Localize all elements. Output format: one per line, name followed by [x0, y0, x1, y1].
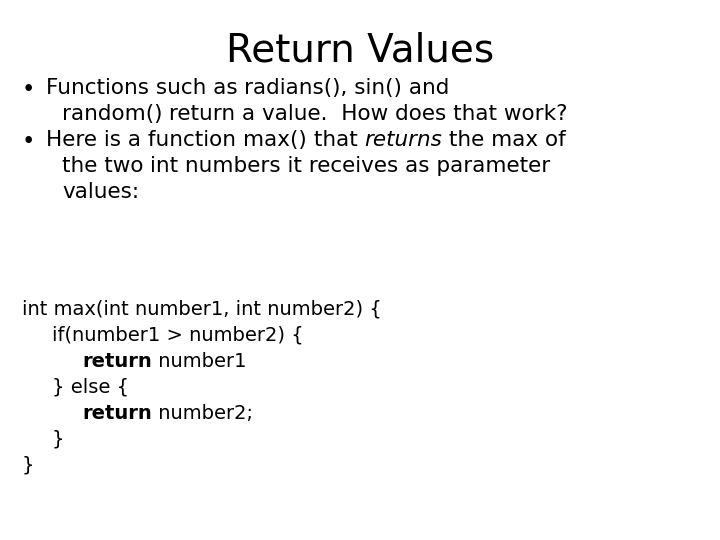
Text: return: return: [82, 404, 152, 423]
Text: returns: returns: [364, 130, 442, 150]
Text: int max(int number1, int number2) {: int max(int number1, int number2) {: [22, 300, 382, 319]
Text: that: that: [307, 130, 364, 150]
Text: number1: number1: [152, 352, 246, 371]
Text: if(number1 > number2) {: if(number1 > number2) {: [52, 326, 304, 345]
Text: numbers it receives as parameter: numbers it receives as parameter: [179, 156, 551, 176]
Text: } else {: } else {: [52, 378, 129, 397]
Text: the two: the two: [62, 156, 150, 176]
Text: Here is a function: Here is a function: [46, 130, 243, 150]
Text: •: •: [22, 130, 35, 153]
Text: the max of: the max of: [442, 130, 566, 150]
Text: }: }: [22, 456, 35, 475]
Text: random(): random(): [62, 104, 163, 124]
Text: int: int: [150, 156, 179, 176]
Text: •: •: [22, 78, 35, 101]
Text: radians(), sin(): radians(), sin(): [245, 78, 402, 98]
Text: number2;: number2;: [152, 404, 253, 423]
Text: and: and: [402, 78, 450, 98]
Text: Functions such as: Functions such as: [46, 78, 245, 98]
Text: return: return: [82, 352, 152, 371]
Text: Return Values: Return Values: [226, 32, 494, 70]
Text: return a value.  How does that work?: return a value. How does that work?: [163, 104, 568, 124]
Text: }: }: [52, 430, 65, 449]
Text: values:: values:: [62, 182, 139, 202]
Text: max(): max(): [243, 130, 307, 150]
